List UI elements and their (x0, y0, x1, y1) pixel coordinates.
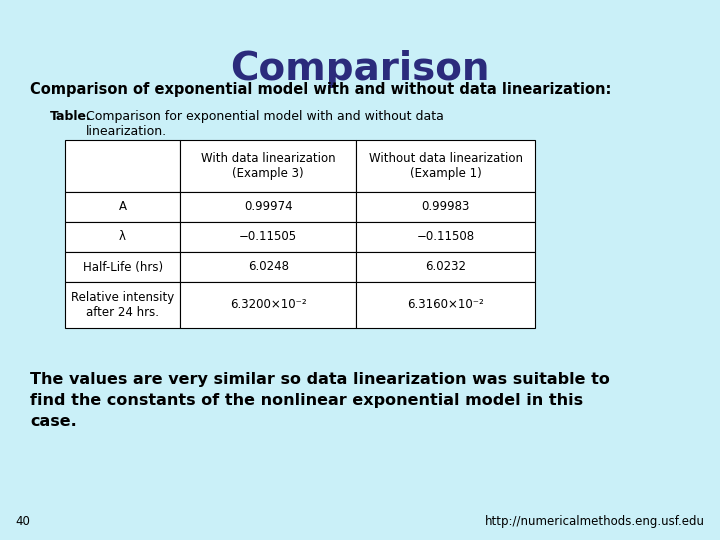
Text: Table.: Table. (50, 110, 91, 123)
Bar (356, 252, 535, 282)
Text: λ: λ (119, 231, 126, 244)
Text: Comparison of exponential model with and without data linearization:: Comparison of exponential model with and… (30, 82, 611, 97)
Text: The values are very similar so data linearization was suitable to
find the const: The values are very similar so data line… (30, 372, 610, 429)
Bar (180, 282, 356, 328)
Bar (180, 192, 356, 222)
Bar (356, 282, 535, 328)
Text: Relative intensity
after 24 hrs.: Relative intensity after 24 hrs. (71, 291, 174, 319)
Bar (180, 222, 356, 252)
Text: Half-Life (hrs): Half-Life (hrs) (83, 260, 163, 273)
Bar (65, 140, 180, 192)
Bar (356, 222, 535, 252)
Bar (65, 252, 180, 282)
Bar (356, 192, 535, 222)
Text: A: A (119, 200, 127, 213)
Text: 0.99983: 0.99983 (421, 200, 470, 213)
Text: Comparison for exponential model with and without data
linearization.: Comparison for exponential model with an… (86, 110, 444, 138)
Text: 40: 40 (15, 515, 30, 528)
Bar (180, 140, 356, 192)
Text: 6.3200×10⁻²: 6.3200×10⁻² (230, 299, 307, 312)
Bar (65, 282, 180, 328)
Text: http://numericalmethods.eng.usf.edu: http://numericalmethods.eng.usf.edu (485, 515, 705, 528)
Bar (65, 222, 180, 252)
Text: With data linearization
(Example 3): With data linearization (Example 3) (201, 152, 336, 180)
Bar (356, 140, 535, 192)
Text: −0.11505: −0.11505 (239, 231, 297, 244)
Text: 0.99974: 0.99974 (244, 200, 292, 213)
Text: Without data linearization
(Example 1): Without data linearization (Example 1) (369, 152, 523, 180)
Bar (180, 252, 356, 282)
Text: Comparison: Comparison (230, 50, 490, 88)
Text: −0.11508: −0.11508 (417, 231, 474, 244)
Text: 6.3160×10⁻²: 6.3160×10⁻² (408, 299, 484, 312)
Text: 6.0232: 6.0232 (426, 260, 467, 273)
Text: 6.0248: 6.0248 (248, 260, 289, 273)
Bar (65, 192, 180, 222)
